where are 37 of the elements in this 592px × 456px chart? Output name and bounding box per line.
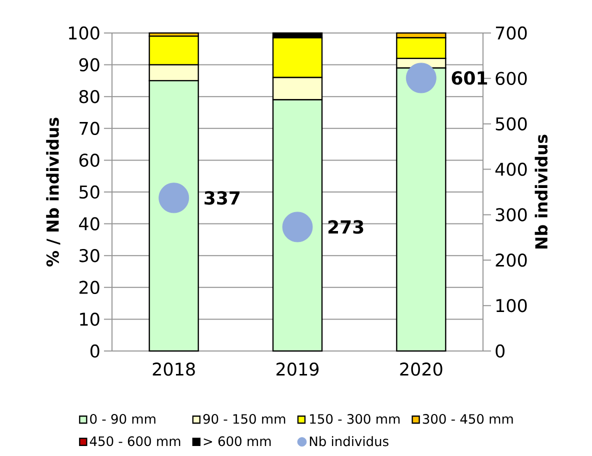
data-label: 273 [328, 220, 364, 234]
y-tick-label: 10 [80, 312, 100, 326]
point [406, 62, 436, 94]
data-label: 337 [204, 191, 240, 205]
x-tick-label: 2018 [152, 362, 195, 376]
y-tick-label: 0 [90, 344, 100, 358]
x-tick-label: 2019 [276, 362, 319, 376]
y-tick-label: 60 [79, 154, 100, 167]
y2-tick-label: 700 [496, 26, 527, 40]
legend-label: 90 - 150 mm [203, 414, 286, 424]
y2-tick-label: 100 [496, 298, 527, 312]
y2-tick-label: 300 [496, 208, 527, 222]
y2-axis-title: Nb individus [534, 134, 548, 248]
y-tick-label: 40 [79, 217, 100, 230]
y-tick-label: 90 [79, 58, 100, 72]
legend-label: 0 - 90 mm [90, 414, 156, 424]
y-tick-label: 100 [68, 26, 100, 40]
data-label: 601 [452, 71, 488, 85]
y-tick-label: 50 [80, 185, 100, 199]
y-tick-label: 80 [79, 90, 100, 104]
legend-label: 150 - 300 mm [310, 414, 400, 424]
y-axis-title: % / Nb individus [46, 118, 60, 266]
legend-label: > 600 mm [204, 436, 271, 446]
y-tick-label: 20 [79, 280, 100, 294]
y-tick-label: 30 [80, 248, 100, 262]
y2-tick-label: 0 [496, 344, 505, 358]
y2-tick-label: 400 [495, 162, 527, 176]
x-tick-label: 2020 [400, 362, 442, 376]
legend-label: 300 - 450 mm [422, 414, 513, 424]
point [282, 212, 313, 242]
legend-label: 450 - 600 mm [90, 436, 180, 446]
y2-tick-label: 600 [496, 72, 527, 86]
point [158, 182, 190, 214]
legend-label: Nb individus [310, 436, 388, 446]
y-tick-label: 70 [80, 122, 100, 136]
y2-tick-label: 200 [496, 254, 527, 267]
y2-tick-label: 500 [496, 117, 527, 130]
